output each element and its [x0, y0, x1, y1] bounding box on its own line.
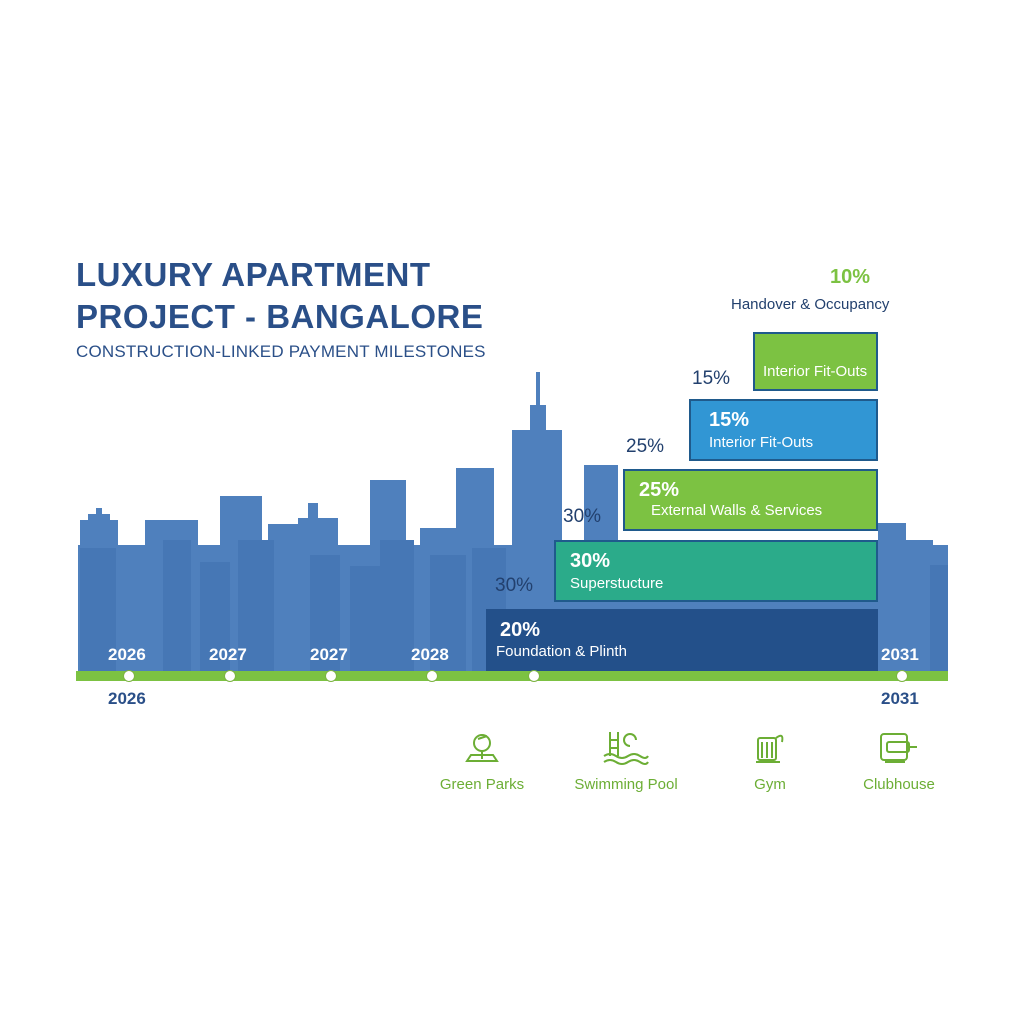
- outside-percent-label: 15%: [692, 368, 731, 389]
- handover-label: Handover & Occupancy: [731, 296, 890, 313]
- milestone-bar-external-walls: 25% External Walls & Services: [623, 469, 878, 531]
- park-icon: [465, 734, 499, 762]
- timeline-year: 2031: [881, 645, 919, 664]
- amenity-label: Clubhouse: [863, 776, 935, 793]
- amenity-clubhouse: Clubhouse: [844, 728, 954, 793]
- timeline-year: 2027: [209, 645, 247, 664]
- pool-icon: [603, 732, 649, 765]
- amenity-green-parks: Green Parks: [427, 728, 537, 793]
- amenity-swimming-pool: Swimming Pool: [571, 728, 681, 793]
- milestone-bar-superstructure: 30% Superstucture: [554, 540, 878, 602]
- milestone-label: Foundation & Plinth: [496, 643, 627, 660]
- timeline-year: 2028: [411, 645, 449, 664]
- milestone-percent: 30%: [570, 550, 611, 572]
- milestone-label: Superstucture: [570, 575, 664, 592]
- outside-percent-label: 10%: [830, 266, 871, 288]
- outside-percent-label: 30%: [495, 575, 534, 596]
- outside-percent-label: 30%: [563, 506, 602, 527]
- outside-percent-label: 25%: [626, 436, 665, 457]
- timeline-dot: [528, 670, 540, 682]
- milestone-label: External Walls & Services: [651, 502, 823, 519]
- milestone-percent: 15%: [709, 409, 750, 431]
- milestone-percent: 20%: [500, 619, 541, 641]
- timeline-dot: [896, 670, 908, 682]
- amenity-gym: Gym: [715, 728, 825, 793]
- clubhouse-icon: [880, 733, 917, 763]
- milestone-bar-foundation: 20% Foundation & Plinth: [486, 609, 878, 671]
- timeline-dot: [426, 670, 438, 682]
- page-title: LUXURY APARTMENT PROJECT - BANGALORE: [76, 256, 484, 335]
- milestone-bar-top: Interior Fit-Outs: [753, 332, 878, 391]
- amenity-label: Green Parks: [439, 776, 525, 793]
- gym-icon: [756, 734, 784, 763]
- timeline-year: 2026: [108, 645, 146, 664]
- amenity-label: Gym: [754, 776, 786, 793]
- timeline-year: 2026: [108, 689, 146, 708]
- page-subtitle: CONSTRUCTION-LINKED PAYMENT MILESTONES: [76, 342, 486, 361]
- milestone-bar-interior-fitouts: 15% Interior Fit-Outs: [689, 399, 878, 461]
- timeline-year: 2031: [881, 689, 919, 708]
- amenity-label: Swimming Pool: [574, 776, 678, 793]
- milestone-label: Interior Fit-Outs: [763, 363, 868, 380]
- milestone-percent: 25%: [639, 479, 680, 501]
- timeline-dot: [325, 670, 337, 682]
- timeline-dot: [123, 670, 135, 682]
- milestone-label: Interior Fit-Outs: [709, 434, 814, 451]
- timeline-year: 2027: [310, 645, 348, 664]
- timeline-dot: [224, 670, 236, 682]
